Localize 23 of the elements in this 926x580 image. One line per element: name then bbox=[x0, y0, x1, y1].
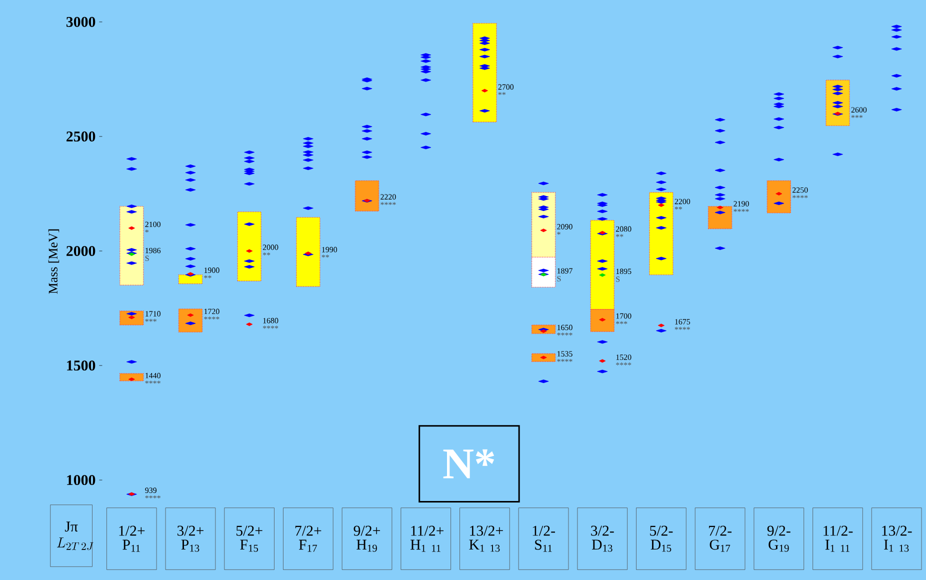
x-tick-label: 5/2+ F$_{15}$ bbox=[236, 526, 262, 552]
x-tick-label: 7/2+ F$_{17}$ bbox=[295, 526, 322, 552]
x-tick-label: 11/2- I$_{1 11}$ bbox=[824, 526, 853, 552]
x-tick-label: 11/2+ H$_{1 11}$ bbox=[410, 526, 444, 552]
x-tick-label: 3/2+ P$_{13}$ bbox=[177, 526, 204, 552]
y-axis-title: Mass [MeV] bbox=[48, 229, 60, 294]
x-tick-label: 1/2+ P$_{11}$ bbox=[119, 526, 145, 552]
x-tick-label: 3/2- D$_{13}$ bbox=[591, 526, 614, 552]
x-tick-label: 1/2- S$_{11}$ bbox=[532, 526, 556, 552]
text: Jπ bbox=[64, 521, 78, 532]
x-tick-label: 13/2+ K$_{1 13}$ bbox=[469, 526, 503, 552]
y-tick-label: 2500 bbox=[66, 131, 96, 142]
x-tick-label: 7/2- G$_{17}$ bbox=[709, 526, 732, 552]
x-tick-label: 13/2- I$_{1 13}$ bbox=[882, 526, 912, 552]
y-tick-label: 3000 bbox=[66, 16, 96, 27]
x-tick-label: 5/2- D$_{15}$ bbox=[650, 526, 673, 552]
y-tick-label: 1500 bbox=[67, 360, 96, 370]
y-tick-label: 1000 bbox=[67, 474, 96, 485]
text: N* bbox=[443, 449, 494, 478]
x-tick-label: 9/2+ H$_{19}$ bbox=[354, 526, 380, 552]
text: $L_{2T\,2J}$ bbox=[57, 537, 94, 550]
x-tick-label: 9/2- G$_{19}$ bbox=[767, 526, 790, 552]
y-tick-label: 2000 bbox=[66, 246, 96, 256]
